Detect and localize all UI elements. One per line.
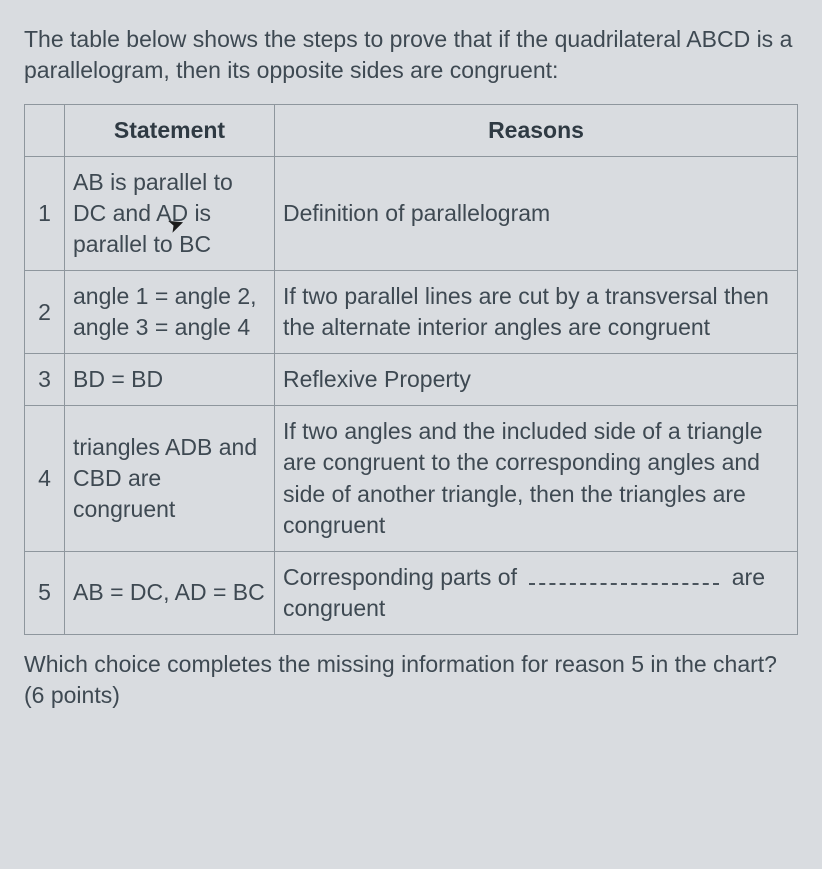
col-header-statement: Statement xyxy=(65,105,275,157)
reason-pre: Corresponding parts of xyxy=(283,564,523,590)
fill-blank[interactable] xyxy=(529,583,719,585)
row-reason-blank: Corresponding parts of are congruent xyxy=(275,551,798,634)
closing-question: Which choice completes the missing infor… xyxy=(24,649,798,711)
table-row: 5 AB = DC, AD = BC Corresponding parts o… xyxy=(25,551,798,634)
row-number: 5 xyxy=(25,551,65,634)
row-reason: If two angles and the included side of a… xyxy=(275,406,798,551)
proof-table: Statement Reasons 1 AB is parallel to DC… xyxy=(24,104,798,635)
row-number: 2 xyxy=(25,271,65,354)
table-row: 4 triangles ADB and CBD are congruent If… xyxy=(25,406,798,551)
row-number: 3 xyxy=(25,354,65,406)
row-statement: angle 1 = angle 2, angle 3 = angle 4 xyxy=(65,271,275,354)
row-reason: If two parallel lines are cut by a trans… xyxy=(275,271,798,354)
row-statement: AB is parallel to DC and AD is parallel … xyxy=(65,157,275,271)
table-row: 2 angle 1 = angle 2, angle 3 = angle 4 I… xyxy=(25,271,798,354)
col-header-number xyxy=(25,105,65,157)
col-header-reasons: Reasons xyxy=(275,105,798,157)
table-row: 3 BD = BD Reflexive Property xyxy=(25,354,798,406)
table-row: 1 AB is parallel to DC and AD is paralle… xyxy=(25,157,798,271)
intro-text: The table below shows the steps to prove… xyxy=(24,24,798,86)
row-statement: BD = BD xyxy=(65,354,275,406)
row-statement: AB = DC, AD = BC xyxy=(65,551,275,634)
row-reason: Definition of parallelogram xyxy=(275,157,798,271)
row-number: 1 xyxy=(25,157,65,271)
row-reason: Reflexive Property xyxy=(275,354,798,406)
row-number: 4 xyxy=(25,406,65,551)
row-statement: triangles ADB and CBD are congruent xyxy=(65,406,275,551)
